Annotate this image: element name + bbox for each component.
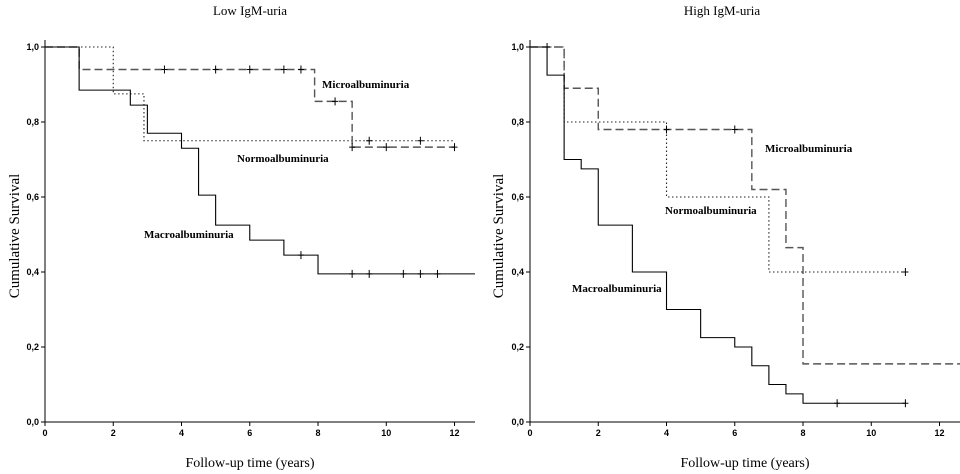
- x-tick-label: 4: [664, 428, 669, 438]
- microalbuminuria-censor-mark: [451, 143, 458, 152]
- normoalbuminuria-survival-curve: [530, 46, 906, 273]
- microalbuminuria-survival-curve: [45, 46, 455, 148]
- microalbuminuria-censor-mark: [297, 65, 304, 74]
- microalbuminuria-censor-mark: [731, 125, 738, 134]
- chart-title: High IgM-uria: [684, 3, 760, 18]
- x-tick-label: 0: [42, 428, 47, 438]
- microalbuminuria-annotation: Microalbuminuria: [322, 79, 410, 91]
- macroalbuminuria-censor-mark: [834, 399, 841, 408]
- macroalbuminuria-survival-curve: [45, 46, 475, 275]
- y-tick-label: 0,6: [26, 192, 39, 202]
- microalbuminuria-censor-mark: [280, 65, 287, 74]
- microalbuminuria-censor-mark: [246, 65, 253, 74]
- x-axis-label: Follow-up time (years): [185, 456, 314, 471]
- x-tick-label: 8: [801, 428, 806, 438]
- microalbuminuria-censor-mark: [212, 65, 219, 74]
- macroalbuminuria-censor-mark: [297, 251, 304, 260]
- macroalbuminuria-survival-curve: [530, 46, 906, 404]
- y-tick-label: 1,0: [26, 42, 39, 52]
- y-tick-label: 0,2: [511, 342, 524, 352]
- macroalbuminuria-censor-mark: [400, 269, 407, 278]
- macroalbuminuria-annotation: Macroalbuminuria: [144, 229, 234, 241]
- normoalbuminuria-survival-curve: [45, 46, 455, 142]
- microalbuminuria-censor-mark: [663, 125, 670, 134]
- macroalbuminuria-annotation: Macroalbuminuria: [572, 283, 662, 295]
- x-tick-label: 0: [527, 428, 532, 438]
- x-tick-label: 12: [935, 428, 945, 438]
- y-tick-label: 0,6: [511, 192, 524, 202]
- y-tick-label: 0,4: [26, 267, 39, 277]
- x-axis-label: Follow-up time (years): [680, 456, 809, 471]
- x-tick-label: 2: [596, 428, 601, 438]
- microalbuminuria-censor-mark: [349, 143, 356, 152]
- macroalbuminuria-censor-mark: [544, 43, 551, 51]
- y-axis-label: Cumulative Survival: [7, 174, 23, 299]
- macroalbuminuria-censor-mark: [349, 269, 356, 278]
- macroalbuminuria-censor-mark: [366, 269, 373, 278]
- normoalbuminuria-annotation: Normoalbuminuria: [665, 205, 757, 217]
- normoalbuminuria-censor-mark: [366, 136, 373, 145]
- x-tick-label: 10: [866, 428, 876, 438]
- y-axis-label: Cumulative Survival: [491, 174, 507, 299]
- x-tick-label: 10: [381, 428, 391, 438]
- x-tick-label: 8: [316, 428, 321, 438]
- y-tick-label: 0,4: [511, 267, 524, 277]
- macroalbuminuria-censor-mark: [434, 269, 441, 278]
- microalbuminuria-annotation: Microalbuminuria: [765, 143, 853, 155]
- y-tick-label: 0,0: [26, 417, 39, 427]
- macroalbuminuria-censor-mark: [902, 399, 909, 408]
- normoalbuminuria-censor-mark: [417, 136, 424, 145]
- x-tick-label: 2: [111, 428, 116, 438]
- microalbuminuria-censor-mark: [332, 97, 339, 106]
- y-tick-label: 1,0: [511, 42, 524, 52]
- y-tick-label: 0,2: [26, 342, 39, 352]
- low-igm-uria-panel: Low IgM-uria Follow-up time (years) Cumu…: [7, 3, 475, 471]
- y-tick-label: 0,8: [511, 117, 524, 127]
- x-tick-label: 6: [247, 428, 252, 438]
- x-tick-label: 4: [179, 428, 184, 438]
- high-igm-uria-panel: High IgM-uria Follow-up time (years) Cum…: [491, 3, 960, 471]
- macroalbuminuria-censor-mark: [417, 269, 424, 278]
- microalbuminuria-survival-curve: [530, 46, 960, 365]
- normoalbuminuria-annotation: Normoalbuminuria: [237, 153, 329, 165]
- chart-title: Low IgM-uria: [213, 3, 287, 18]
- x-tick-label: 6: [732, 428, 737, 438]
- y-tick-label: 0,8: [26, 117, 39, 127]
- x-tick-label: 12: [450, 428, 460, 438]
- normoalbuminuria-censor-mark: [902, 268, 909, 276]
- microalbuminuria-censor-mark: [383, 143, 390, 152]
- microalbuminuria-censor-mark: [161, 65, 168, 74]
- y-tick-label: 0,0: [511, 417, 524, 427]
